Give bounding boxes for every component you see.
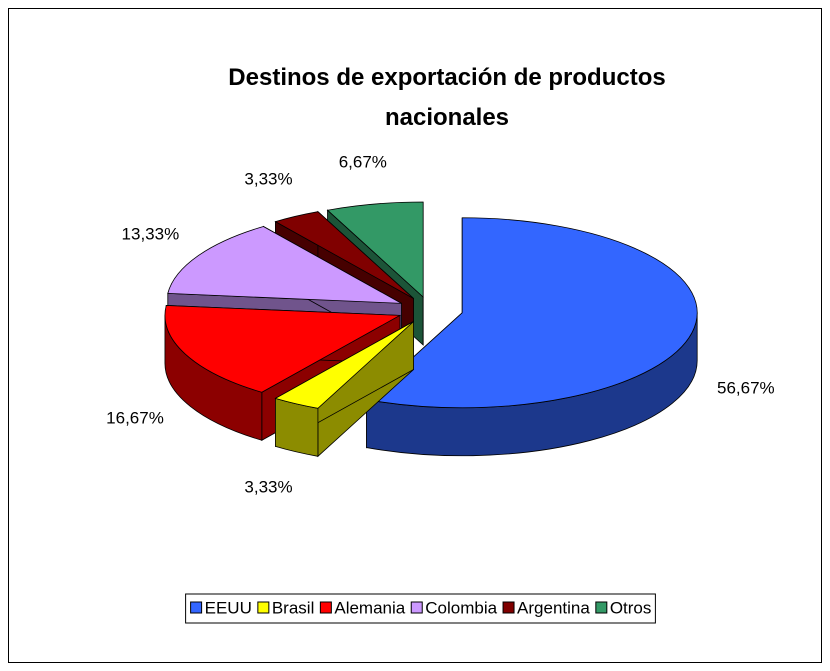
legend-label: Alemania — [334, 598, 405, 617]
slice-top — [365, 217, 698, 409]
legend-swatch — [257, 601, 270, 614]
slice-top — [274, 321, 414, 409]
data-label: 56,67% — [717, 379, 775, 398]
legend-swatch — [190, 601, 203, 614]
data-label: 13,33% — [122, 224, 180, 243]
legend-label: Argentina — [517, 598, 590, 617]
slice — [274, 320, 414, 458]
chart-title: Destinos de exportación de productos nac… — [228, 64, 666, 131]
legend-swatch — [319, 601, 332, 614]
legend-label: Brasil — [272, 598, 315, 617]
data-label: 3,33% — [244, 169, 292, 188]
legend-swatch — [595, 601, 608, 614]
legend-label: Otros — [610, 598, 652, 617]
data-label: 6,67% — [339, 152, 387, 171]
legend-label: Colombia — [425, 598, 497, 617]
legend-label: EEUU — [205, 598, 252, 617]
slice-top — [164, 305, 402, 393]
slice-top — [167, 226, 402, 304]
slice-top — [274, 211, 414, 299]
slice — [365, 217, 698, 457]
data-label: 3,33% — [244, 478, 292, 497]
data-label: 16,67% — [106, 409, 164, 428]
legend: EEUU Brasil Alemania Colombia Argentina Otros — [185, 593, 656, 624]
slice-top — [326, 201, 424, 298]
legend-swatch — [410, 601, 423, 614]
legend-swatch — [502, 601, 515, 614]
